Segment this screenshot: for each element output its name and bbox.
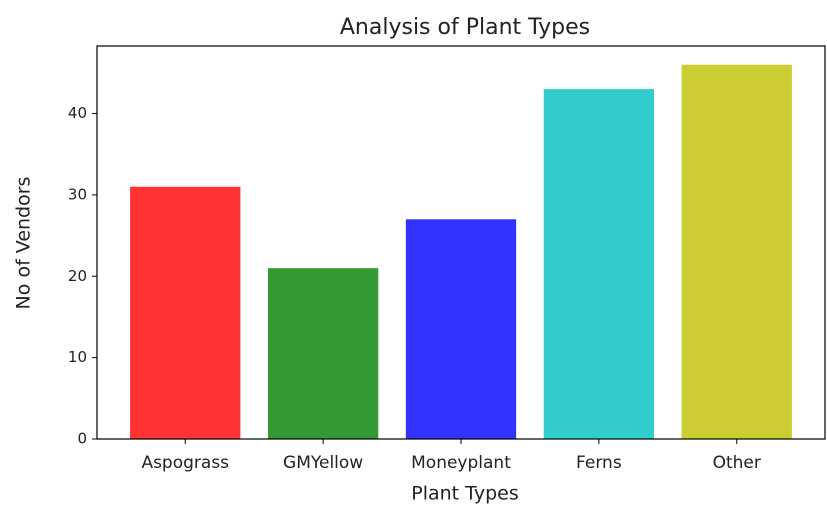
x-axis-label: Plant Types [411, 483, 518, 505]
x-tick-label: Moneyplant [411, 453, 511, 473]
bar [267, 268, 379, 439]
y-tick-label: 30 [68, 185, 87, 203]
bar [681, 64, 792, 439]
y-tick-label: 20 [68, 267, 87, 285]
x-tick-label: Other [713, 453, 761, 473]
x-tick-label: GMYellow [283, 453, 363, 473]
plot-frame [96, 45, 826, 440]
x-tick-label: Aspograss [141, 453, 229, 473]
x-tick-label: Ferns [576, 453, 622, 473]
y-tick-label: 40 [68, 104, 87, 122]
chart-title: Analysis of Plant Types [340, 15, 590, 40]
y-axis-label: No of Vendors [13, 177, 35, 310]
y-tick-label: 10 [68, 348, 87, 366]
bar [543, 89, 655, 440]
bar [405, 219, 517, 439]
bar [130, 186, 241, 439]
y-tick-label: 0 [77, 430, 87, 448]
